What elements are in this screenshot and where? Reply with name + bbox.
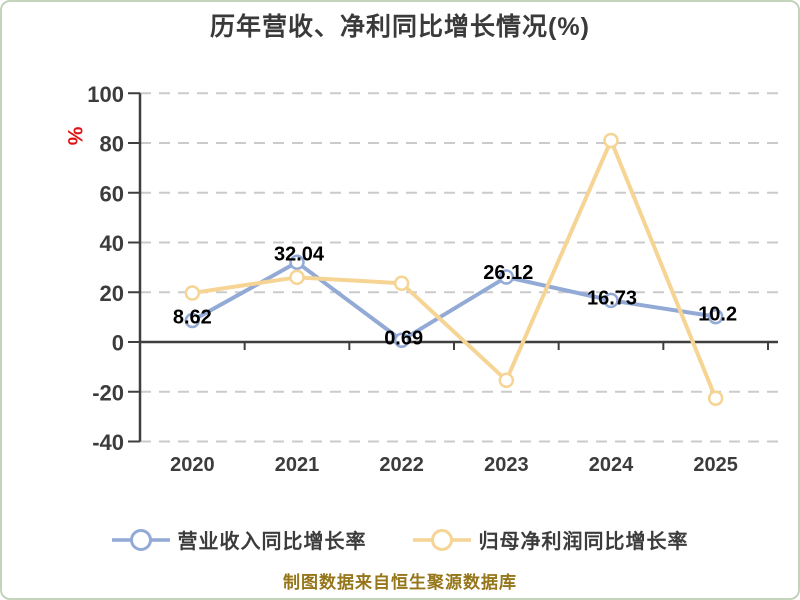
series-line-revenue xyxy=(190,260,718,343)
series-line-net-profit xyxy=(190,138,718,401)
chart-title: 历年营收、净利同比增长情况(%) xyxy=(210,13,590,41)
y-tick-label: 0 xyxy=(112,331,124,356)
data-source-note: 制图数据来自恒生聚源数据库 xyxy=(283,573,517,592)
data-point-net-profit xyxy=(707,390,724,406)
data-label: 10.2 xyxy=(698,304,737,326)
data-point-revenue xyxy=(289,254,305,271)
data-label: 32.04 xyxy=(274,243,325,265)
data-label: 0.69 xyxy=(384,327,423,349)
data-point-net-profit xyxy=(498,372,515,389)
x-tick-label: 2024 xyxy=(589,454,634,476)
data-label: 8.62 xyxy=(173,307,212,329)
data-point-revenue xyxy=(603,292,619,309)
data-point-revenue xyxy=(184,312,201,329)
x-tick-label: 2025 xyxy=(693,454,738,476)
chart-legend: 营业收入同比增长率 归母净利润同比增长率 xyxy=(2,525,798,554)
x-tick-label: 2020 xyxy=(170,454,215,476)
x-tick-label: 2023 xyxy=(484,454,529,476)
data-point-revenue xyxy=(707,308,724,325)
legend-marker-net-profit-icon xyxy=(412,528,471,551)
y-tick-label: -20 xyxy=(92,380,124,405)
legend-item-net-profit[interactable]: 归母净利润同比增长率 xyxy=(412,525,689,554)
y-tick-label: 40 xyxy=(100,231,124,256)
legend-label-net-profit: 归母净利润同比增长率 xyxy=(478,531,689,553)
legend-item-revenue[interactable]: 营业收入同比增长率 xyxy=(111,525,367,554)
data-label: 26.12 xyxy=(483,262,533,284)
data-point-net-profit xyxy=(393,275,410,292)
y-tick-label: 100 xyxy=(87,82,124,107)
y-tick-label: 20 xyxy=(100,281,124,306)
data-label: 16.73 xyxy=(587,287,637,309)
y-tick-label: 60 xyxy=(100,181,124,206)
legend-label-revenue: 营业收入同比增长率 xyxy=(177,531,367,553)
data-point-revenue xyxy=(393,332,410,349)
y-tick-label: -40 xyxy=(92,430,124,455)
y-tick-label: 80 xyxy=(100,132,124,157)
data-point-net-profit xyxy=(603,132,619,149)
x-tick-label: 2022 xyxy=(379,454,424,476)
legend-marker-revenue-icon xyxy=(111,528,170,551)
data-point-net-profit xyxy=(184,285,201,301)
x-tick-label: 2021 xyxy=(275,454,320,476)
data-point-net-profit xyxy=(289,269,305,286)
data-point-revenue xyxy=(498,269,515,285)
